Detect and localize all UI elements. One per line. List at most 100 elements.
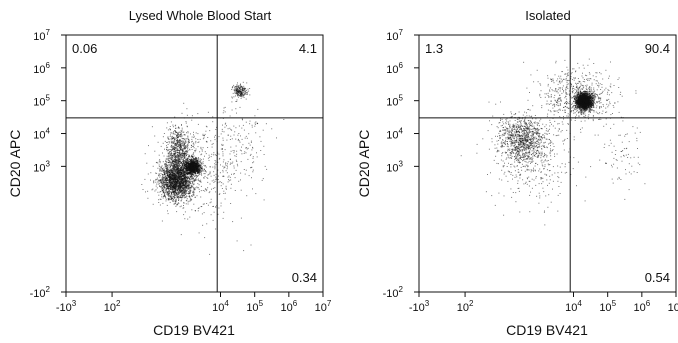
event-dot [189, 174, 191, 176]
event-dot [166, 172, 168, 174]
event-dot [182, 159, 184, 160]
event-dot [182, 185, 184, 187]
event-dot [209, 156, 210, 158]
event-dot [174, 152, 176, 154]
event-dot [189, 163, 191, 165]
event-dot [176, 159, 178, 161]
event-dot [193, 172, 195, 174]
event-dot [193, 152, 195, 154]
event-dot [172, 140, 174, 142]
event-dot [186, 189, 188, 191]
event-dot [170, 170, 171, 172]
event-dot [160, 179, 162, 180]
event-dot [198, 163, 200, 165]
event-dot [158, 180, 160, 181]
event-dot [252, 171, 254, 173]
event-dot [164, 195, 166, 197]
event-dot [178, 173, 180, 175]
event-dot [170, 185, 172, 186]
event-dot [171, 157, 173, 159]
event-dot [170, 162, 172, 164]
population-5 [193, 98, 277, 200]
event-dot [197, 142, 199, 143]
event-dot [181, 124, 182, 126]
x-tick-label: 104 [212, 299, 229, 314]
event-dot [170, 146, 172, 148]
event-dot [186, 158, 188, 160]
event-dot [172, 193, 174, 195]
event-dot [170, 179, 172, 181]
event-dot [181, 112, 183, 114]
event-dot [223, 107, 225, 109]
event-dot [178, 176, 180, 178]
event-dot [233, 89, 235, 91]
event-dot [165, 167, 167, 169]
event-dot [189, 169, 191, 171]
event-dot [189, 190, 190, 192]
event-dot [171, 190, 173, 192]
event-dot [179, 142, 181, 144]
event-dot [194, 179, 196, 181]
event-dot [185, 145, 187, 147]
event-dot [199, 151, 201, 153]
event-dot [164, 185, 165, 187]
event-dot [242, 144, 244, 146]
event-dot [181, 194, 183, 196]
event-dot [184, 172, 185, 174]
event-dot [166, 185, 168, 187]
event-dot [246, 94, 248, 95]
event-dot [168, 199, 170, 201]
event-dot [223, 167, 225, 169]
event-dot [180, 136, 182, 138]
event-dot [189, 149, 191, 151]
event-dot [182, 191, 183, 193]
event-dot [226, 172, 228, 174]
event-dot [217, 175, 219, 177]
event-dot [181, 183, 183, 185]
event-dot [178, 169, 179, 171]
event-dot [172, 182, 173, 184]
event-dot [192, 172, 194, 174]
event-dot [187, 188, 189, 190]
event-dot [170, 141, 172, 143]
event-dot [195, 168, 197, 170]
event-dot [178, 154, 180, 156]
event-dot [181, 146, 182, 148]
event-dot [254, 122, 256, 124]
event-dot [180, 143, 182, 145]
event-dot [206, 126, 208, 128]
event-dot [184, 163, 186, 165]
event-dot [206, 190, 208, 192]
event-dot [239, 84, 241, 86]
event-dot [178, 165, 179, 167]
event-dot [177, 185, 179, 187]
event-dot [183, 154, 185, 156]
event-dot [185, 175, 187, 177]
event-dot [170, 157, 171, 159]
event-dot [204, 190, 206, 192]
event-dot [178, 145, 180, 147]
event-dot [185, 174, 186, 176]
event-dot [188, 154, 190, 156]
event-dot [199, 158, 201, 160]
event-dot [180, 154, 182, 156]
event-dot [190, 133, 191, 135]
event-dot [180, 148, 182, 150]
event-dot [174, 170, 176, 172]
event-dot [186, 171, 188, 173]
event-dot [169, 168, 171, 170]
event-dot [160, 179, 161, 181]
event-dot [224, 111, 226, 113]
event-dot [184, 134, 186, 136]
event-dot [204, 165, 206, 167]
event-dot [217, 169, 219, 171]
event-dot [202, 169, 204, 171]
event-dot [254, 125, 256, 127]
event-dot [235, 108, 237, 110]
event-dot [188, 170, 190, 172]
event-dot [213, 181, 215, 183]
event-dot [178, 131, 180, 133]
event-dot [177, 145, 179, 147]
event-dot [240, 179, 241, 181]
event-dot [240, 95, 242, 97]
